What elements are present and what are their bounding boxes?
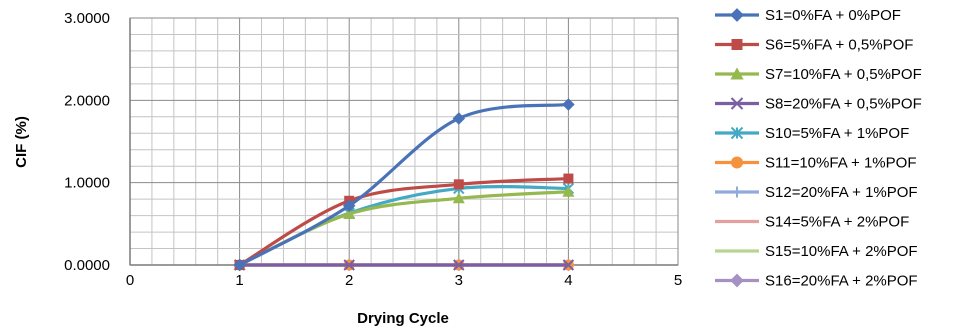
legend-label: S7=10%FA + 0,5%POF <box>765 66 922 83</box>
x-axis-title: Drying Cycle <box>357 310 449 327</box>
series-line <box>238 185 570 267</box>
series-line <box>238 102 570 267</box>
data-point <box>731 186 743 198</box>
x-tick-label: 3 <box>455 272 463 289</box>
data-point <box>730 273 744 288</box>
y-tick-label: 2.0000 <box>64 92 110 109</box>
legend-item: S8=20%FA + 0,5%POF <box>715 96 922 113</box>
legend-label: S14=5%FA + 2%POF <box>765 214 909 231</box>
legend-label: S1=0%FA + 0%POF <box>765 7 901 24</box>
legend-item: S11=10%FA + 1%POF <box>715 155 916 172</box>
series-group <box>233 98 575 272</box>
legend-item: S14=5%FA + 2%POF <box>715 214 909 231</box>
data-point <box>730 8 744 22</box>
tick-labels: 0 1 2 3 4 5 0.0000 1.0000 2.0000 3.0000 <box>64 10 682 289</box>
legend-item: S1=0%FA + 0%POF <box>715 7 901 24</box>
data-point <box>730 67 744 80</box>
y-tick-label: 1.0000 <box>64 175 110 192</box>
legend: S1=0%FA + 0%POF S6=5%FA + 0,5%POF S7=10%FA… <box>715 7 922 290</box>
data-point <box>562 98 575 111</box>
data-point <box>343 207 356 219</box>
legend-label: S12=20%FA + 1%POF <box>765 184 918 201</box>
legend-label: S10=5%FA + 1%POF <box>765 125 909 142</box>
axes <box>129 17 679 266</box>
data-point <box>452 192 465 204</box>
x-tick-label: 4 <box>564 272 572 289</box>
data-point <box>452 112 466 125</box>
series-4 <box>233 259 575 271</box>
legend-item: S12=20%FA + 1%POF <box>715 184 918 201</box>
legend-label: S15=10%FA + 2%POF <box>765 243 918 260</box>
y-tick-label: 0.0000 <box>64 257 110 274</box>
legend-item: S16=20%FA + 2%POF <box>715 273 918 290</box>
x-tick-label: 5 <box>674 272 682 289</box>
data-point <box>343 259 355 271</box>
legend-item: S10=5%FA + 1%POF <box>715 125 909 142</box>
data-point <box>453 179 464 190</box>
legend-item: S7=10%FA + 0,5%POF <box>715 66 922 83</box>
data-point <box>731 39 743 50</box>
data-point <box>453 259 465 271</box>
series-1 <box>233 98 575 272</box>
plot-border <box>129 17 679 266</box>
series-line <box>238 176 570 267</box>
legend-label: S11=10%FA + 1%POF <box>765 155 916 172</box>
y-axis-title: CIF (%) <box>13 116 30 168</box>
legend-item: S15=10%FA + 2%POF <box>715 243 918 260</box>
data-point <box>563 173 574 184</box>
series-line <box>238 190 570 267</box>
legend-label: S8=20%FA + 0,5%POF <box>765 96 922 113</box>
x-tick-label: 1 <box>235 272 243 289</box>
data-point <box>731 156 743 169</box>
data-point <box>562 185 575 197</box>
y-tick-label: 3.0000 <box>64 10 110 27</box>
data-point <box>730 97 744 110</box>
x-tick-label: 2 <box>345 272 353 289</box>
data-point <box>730 126 744 140</box>
legend-label: S16=20%FA + 2%POF <box>765 273 918 290</box>
data-point <box>233 258 246 272</box>
legend-label: S6=5%FA + 0,5%POF <box>765 37 913 54</box>
data-point <box>342 199 356 212</box>
legend-item: S6=5%FA + 0,5%POF <box>715 37 913 54</box>
gridlines <box>130 18 678 265</box>
x-tick-label: 0 <box>126 272 134 289</box>
data-point <box>562 259 575 271</box>
series-5 <box>233 182 575 271</box>
